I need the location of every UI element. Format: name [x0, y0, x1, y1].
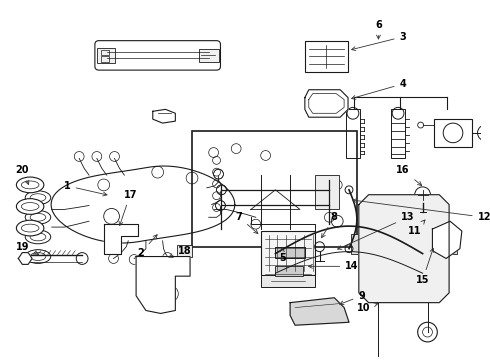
Polygon shape: [359, 195, 449, 303]
Ellipse shape: [16, 177, 44, 193]
Bar: [449, 234, 457, 253]
Text: 10: 10: [357, 302, 378, 312]
Bar: [315, 175, 339, 210]
Text: 18: 18: [169, 246, 192, 257]
Text: 16: 16: [396, 165, 422, 185]
Text: 9: 9: [340, 291, 365, 305]
Text: 15: 15: [416, 248, 434, 285]
Ellipse shape: [30, 253, 46, 260]
Text: 17: 17: [119, 190, 137, 226]
Ellipse shape: [30, 233, 46, 241]
Text: 1: 1: [64, 181, 107, 196]
Bar: [177, 245, 192, 257]
Bar: [351, 234, 359, 253]
Text: 8: 8: [321, 212, 338, 238]
Ellipse shape: [16, 199, 44, 214]
Bar: [97, 48, 115, 63]
Text: 14: 14: [309, 261, 359, 271]
Ellipse shape: [30, 213, 46, 221]
Ellipse shape: [30, 194, 46, 202]
Ellipse shape: [21, 203, 39, 210]
Text: 20: 20: [16, 165, 29, 184]
Bar: [101, 57, 109, 62]
FancyBboxPatch shape: [95, 41, 220, 70]
Text: 3: 3: [352, 32, 406, 50]
Polygon shape: [136, 257, 190, 314]
Bar: [275, 247, 305, 258]
Bar: [434, 119, 472, 147]
Bar: [192, 131, 357, 247]
Bar: [261, 231, 315, 275]
Bar: [101, 50, 109, 55]
Polygon shape: [305, 90, 348, 117]
Text: 7: 7: [236, 212, 258, 234]
Bar: [261, 275, 315, 287]
Polygon shape: [18, 253, 32, 264]
Ellipse shape: [25, 191, 51, 204]
Bar: [391, 109, 405, 158]
Text: 6: 6: [375, 20, 382, 39]
Ellipse shape: [16, 220, 44, 236]
Text: 19: 19: [16, 242, 39, 255]
Ellipse shape: [25, 210, 51, 224]
Text: 12: 12: [353, 199, 490, 222]
Text: 13: 13: [338, 212, 415, 249]
Text: 2: 2: [138, 235, 157, 258]
Bar: [199, 49, 219, 62]
Polygon shape: [153, 109, 175, 123]
Polygon shape: [290, 298, 349, 325]
Polygon shape: [104, 224, 138, 253]
Text: 4: 4: [352, 79, 406, 99]
Ellipse shape: [21, 224, 39, 232]
Polygon shape: [432, 221, 462, 258]
Ellipse shape: [25, 230, 51, 244]
Bar: [305, 41, 348, 72]
Ellipse shape: [25, 250, 51, 264]
Ellipse shape: [21, 181, 39, 189]
Bar: [275, 266, 303, 276]
Bar: [158, 114, 168, 119]
Bar: [346, 109, 360, 158]
Text: 11: 11: [408, 220, 425, 236]
Text: 5: 5: [279, 248, 286, 264]
